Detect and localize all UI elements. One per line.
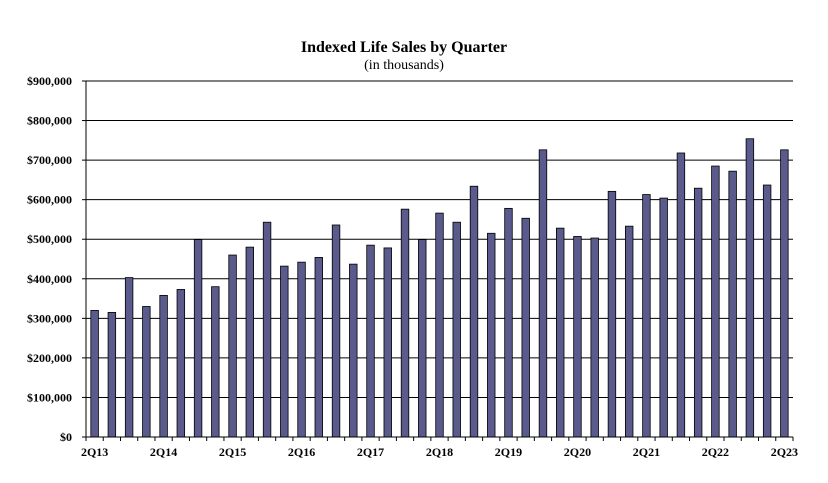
bar-2q23 xyxy=(780,149,789,438)
bar-1q19 xyxy=(487,232,496,438)
bar-2q15 xyxy=(228,254,237,438)
bar-2q22 xyxy=(711,165,720,438)
bar-4q15 xyxy=(262,221,272,438)
bar-4q13 xyxy=(124,277,134,438)
y-tick-label: $400,000 xyxy=(27,272,72,286)
y-tick-label: $300,000 xyxy=(27,311,72,325)
x-tick-label: 2Q16 xyxy=(288,445,315,459)
x-axis-tick-labels: 2Q13 2Q14 2Q15 2Q16 2Q17 2Q18 2Q19 2Q20 2Q21 2Q22… xyxy=(81,445,798,459)
bar-1q15 xyxy=(211,286,220,438)
bar-4q17 xyxy=(400,208,410,438)
x-tick-label: 2Q23 xyxy=(771,445,798,459)
bar-4q16 xyxy=(331,224,341,438)
bar-4q18 xyxy=(469,185,479,438)
chart-subtitle: (in thousands) xyxy=(364,58,444,73)
x-tick-label: 2Q13 xyxy=(81,445,108,459)
bar-4q22 xyxy=(745,138,755,438)
y-tick-label: $900,000 xyxy=(27,74,72,88)
bar-1q22 xyxy=(693,187,703,438)
bar-1q20 xyxy=(556,227,565,438)
bar-2q20 xyxy=(573,236,582,438)
bar-1q18 xyxy=(418,239,427,438)
y-axis-tick-labels: $0 $100,000 $200,000 $300,000 $400,000 $500,0… xyxy=(27,74,72,444)
bar-3q15 xyxy=(245,246,255,438)
bar-4q19 xyxy=(538,149,548,438)
y-tick-label: $100,000 xyxy=(27,390,72,404)
y-tick-label: $500,000 xyxy=(27,232,72,246)
bar-4q21 xyxy=(676,152,686,438)
chart-title: Indexed Life Sales by Quarter xyxy=(301,39,507,56)
y-tick-label: $200,000 xyxy=(27,351,72,365)
bar-3q18 xyxy=(452,221,461,438)
bar-1q23 xyxy=(762,184,772,438)
bar-3q21 xyxy=(659,197,668,438)
y-tick-label: $600,000 xyxy=(27,193,72,207)
bar-1q14 xyxy=(142,306,151,438)
bar-3q22 xyxy=(728,170,737,438)
axes xyxy=(82,80,794,441)
x-tick-label: 2Q19 xyxy=(495,445,522,459)
bar-3q13 xyxy=(107,311,117,438)
bar-3q17 xyxy=(383,247,392,438)
bar-1q21 xyxy=(624,225,634,438)
bar-1q16 xyxy=(280,265,289,438)
x-tick-label: 2Q20 xyxy=(564,445,591,459)
x-tick-label: 2Q22 xyxy=(702,445,729,459)
bar-4q14 xyxy=(193,239,203,438)
y-tick-label: $0 xyxy=(60,430,72,444)
x-tick-label: 2Q21 xyxy=(633,445,660,459)
y-tick-label: $800,000 xyxy=(27,114,72,128)
x-tick-label: 2Q17 xyxy=(357,445,384,459)
bar-3q16 xyxy=(314,257,323,438)
x-tick-label: 2Q14 xyxy=(150,445,177,459)
bar-2q13 xyxy=(90,310,99,438)
bar-3q19 xyxy=(521,217,530,438)
bar-2q14 xyxy=(159,294,168,438)
x-tick-label: 2Q18 xyxy=(426,445,453,459)
x-tick-label: 2Q15 xyxy=(219,445,246,459)
bars xyxy=(90,138,789,438)
bar-3q14 xyxy=(176,289,186,438)
bar-2q21 xyxy=(642,194,651,438)
bar-3q20 xyxy=(590,237,599,438)
bar-1q17 xyxy=(349,263,358,438)
bar-2q19 xyxy=(504,207,513,438)
bar-2q18 xyxy=(435,212,444,438)
bar-2q16 xyxy=(297,261,306,438)
bar-4q20 xyxy=(607,190,617,438)
bar-2q17 xyxy=(366,244,375,438)
y-tick-label: $700,000 xyxy=(27,153,72,167)
